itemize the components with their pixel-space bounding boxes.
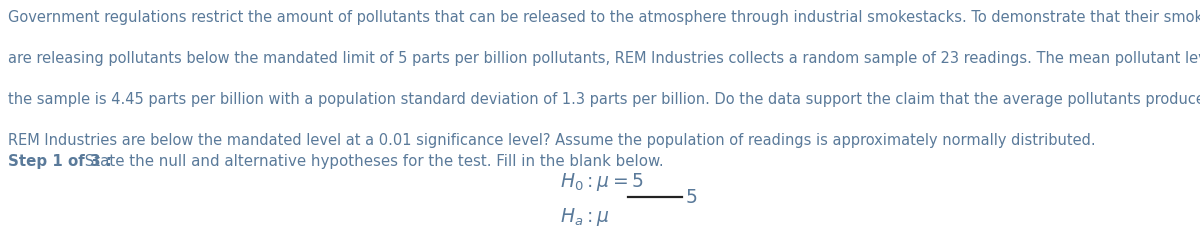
Text: State the null and alternative hypotheses for the test. Fill in the blank below.: State the null and alternative hypothese… — [80, 153, 664, 168]
Text: $5$: $5$ — [685, 188, 697, 207]
Text: REM Industries are below the mandated level at a 0.01 significance level? Assume: REM Industries are below the mandated le… — [8, 132, 1096, 147]
Text: Step 1 of 3 :: Step 1 of 3 : — [8, 153, 113, 168]
Text: $H_0 : \mu = 5$: $H_0 : \mu = 5$ — [560, 170, 644, 192]
Text: are releasing pollutants below the mandated limit of 5 parts per billion polluta: are releasing pollutants below the manda… — [8, 51, 1200, 66]
Text: Government regulations restrict the amount of pollutants that can be released to: Government regulations restrict the amou… — [8, 10, 1200, 25]
Text: $H_a : \mu$: $H_a : \mu$ — [560, 205, 610, 227]
Text: the sample is 4.45 parts per billion with a population standard deviation of 1.3: the sample is 4.45 parts per billion wit… — [8, 92, 1200, 106]
